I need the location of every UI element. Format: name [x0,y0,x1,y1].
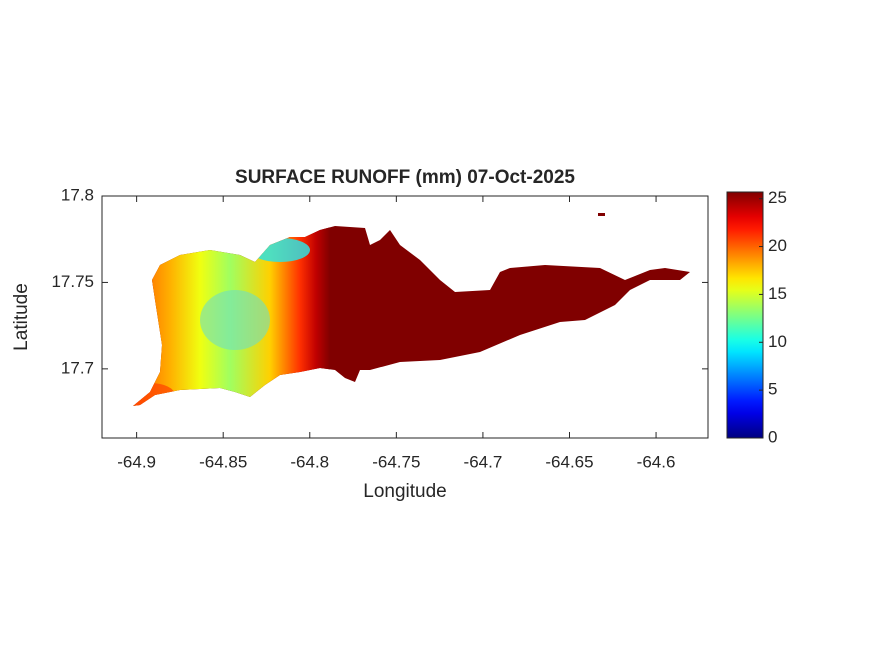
colorbar [726,191,764,439]
x-tick-label: -64.75 [372,452,420,471]
colorbar-tick-label: 20 [768,236,787,255]
y-tick-label: 17.75 [51,272,94,291]
islet [598,213,605,216]
colorbar-tick-label: 5 [768,380,777,399]
colorbar-tick-label: 10 [768,332,787,351]
colorbar-tick-label: 0 [768,427,777,446]
x-tick-label: -64.8 [290,452,329,471]
x-tick-label: -64.7 [464,452,503,471]
x-tick-label: -64.6 [637,452,676,471]
runoff-field [133,226,690,406]
x-axis-label: Longitude [363,481,446,502]
colorbar-tick-label: 15 [768,284,787,303]
x-tick-label: -64.85 [199,452,247,471]
chart-title: SURFACE RUNOFF (mm) 07-Oct-2025 [235,167,575,188]
axes-box [101,195,709,439]
y-tick-label: 17.7 [61,358,94,377]
x-tick-label: -64.9 [117,452,156,471]
x-tick-label: -64.65 [545,452,593,471]
colorbar-tick-label: 25 [768,188,787,207]
y-axis-label: Latitude [11,283,32,351]
y-tick-label: 17.8 [61,185,94,204]
